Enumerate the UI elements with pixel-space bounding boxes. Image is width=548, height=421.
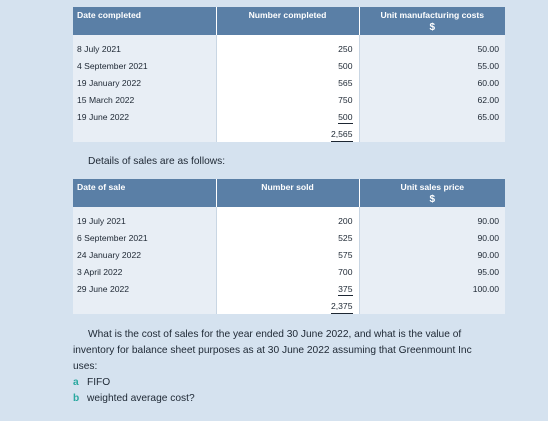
header-date-of-sale: Date of sale	[73, 179, 216, 207]
date-cell: 8 July 2021	[73, 35, 216, 58]
price-cell: 95.00	[358, 264, 505, 281]
table-row: 19 June 2022 500 65.00	[73, 109, 505, 126]
number-cell: 500	[215, 58, 359, 75]
number-cell: 750	[215, 92, 359, 109]
cost-cell: 50.00	[358, 35, 505, 58]
number-cell: 250	[215, 35, 359, 58]
question-line-1: What is the cost of sales for the year e…	[88, 329, 462, 340]
cost-cell: 55.00	[358, 58, 505, 75]
total-cell: 2,565	[215, 126, 359, 142]
date-cell: 4 September 2021	[73, 58, 216, 75]
number-cell: 575	[215, 247, 359, 264]
price-cell: 100.00	[358, 281, 505, 298]
date-cell: 3 April 2022	[73, 264, 216, 281]
table-row: 8 July 2021 250 50.00	[73, 35, 505, 58]
table-row: 3 April 2022 700 95.00	[73, 264, 505, 281]
header-unit-cost-currency: $	[429, 22, 436, 33]
sales-intro: Details of sales are as follows:	[88, 156, 226, 167]
option-letter: b	[73, 393, 80, 404]
header-date-completed: Date completed	[73, 7, 216, 35]
option-text: FIFO	[87, 377, 111, 388]
total-value: 2,375	[330, 301, 353, 314]
option-a: a FIFO	[73, 375, 533, 391]
cost-cell: 65.00	[358, 109, 505, 126]
date-cell: 6 September 2021	[73, 230, 216, 247]
number-cell: 375	[215, 281, 359, 298]
table-row: 4 September 2021 500 55.00	[73, 58, 505, 75]
option-letter: a	[73, 377, 79, 388]
price-cell: 90.00	[358, 207, 505, 230]
total-label-cell	[73, 126, 216, 142]
table-row: 19 July 2021 200 90.00	[73, 207, 505, 230]
number-cell: 500	[215, 109, 359, 126]
header-unit-price-currency: $	[429, 194, 436, 205]
header-number-sold: Number sold	[215, 179, 359, 207]
price-cell: 90.00	[358, 247, 505, 264]
question-text: What is the cost of sales for the year e…	[73, 327, 533, 407]
total-cell: 2,375	[215, 298, 359, 314]
question-line-2: inventory for balance sheet purposes as …	[73, 345, 472, 356]
table-row: 19 January 2022 565 60.00	[73, 75, 505, 92]
header-unit-sales-price: Unit sales price $	[358, 179, 505, 207]
header-number-completed: Number completed	[215, 7, 359, 35]
date-cell: 15 March 2022	[73, 92, 216, 109]
date-cell: 24 January 2022	[73, 247, 216, 264]
number-cell: 525	[215, 230, 359, 247]
cost-cell: 62.00	[358, 92, 505, 109]
header-unit-price-label: Unit sales price	[400, 182, 465, 192]
date-cell: 19 January 2022	[73, 75, 216, 92]
total-value: 2,565	[330, 129, 353, 142]
date-cell: 19 July 2021	[73, 207, 216, 230]
option-text: weighted average cost?	[87, 393, 195, 404]
total-row: 2,565	[73, 126, 505, 142]
date-cell: 29 June 2022	[73, 281, 216, 298]
total-price-cell	[358, 298, 505, 314]
number-value: 500	[338, 112, 353, 124]
total-label-cell	[73, 298, 216, 314]
price-cell: 90.00	[358, 230, 505, 247]
number-cell: 700	[215, 264, 359, 281]
table-row: 15 March 2022 750 62.00	[73, 92, 505, 109]
header-unit-cost: Unit manufacturing costs $	[358, 7, 505, 35]
sales-header-row: Date of sale Number sold Unit sales pric…	[73, 179, 505, 207]
number-value: 375	[338, 284, 353, 296]
table-row: 29 June 2022 375 100.00	[73, 281, 505, 298]
production-table: Date completed Number completed Unit man…	[73, 7, 505, 142]
cost-cell: 60.00	[358, 75, 505, 92]
header-unit-cost-label: Unit manufacturing costs	[380, 10, 485, 20]
production-header-row: Date completed Number completed Unit man…	[73, 7, 505, 35]
date-cell: 19 June 2022	[73, 109, 216, 126]
table-row: 6 September 2021 525 90.00	[73, 230, 505, 247]
number-cell: 565	[215, 75, 359, 92]
question-line-3: uses:	[73, 361, 98, 372]
total-cost-cell	[358, 126, 505, 142]
total-row: 2,375	[73, 298, 505, 314]
sales-table: Date of sale Number sold Unit sales pric…	[73, 179, 505, 314]
option-b: b weighted average cost?	[73, 391, 533, 407]
table-row: 24 January 2022 575 90.00	[73, 247, 505, 264]
number-cell: 200	[215, 207, 359, 230]
